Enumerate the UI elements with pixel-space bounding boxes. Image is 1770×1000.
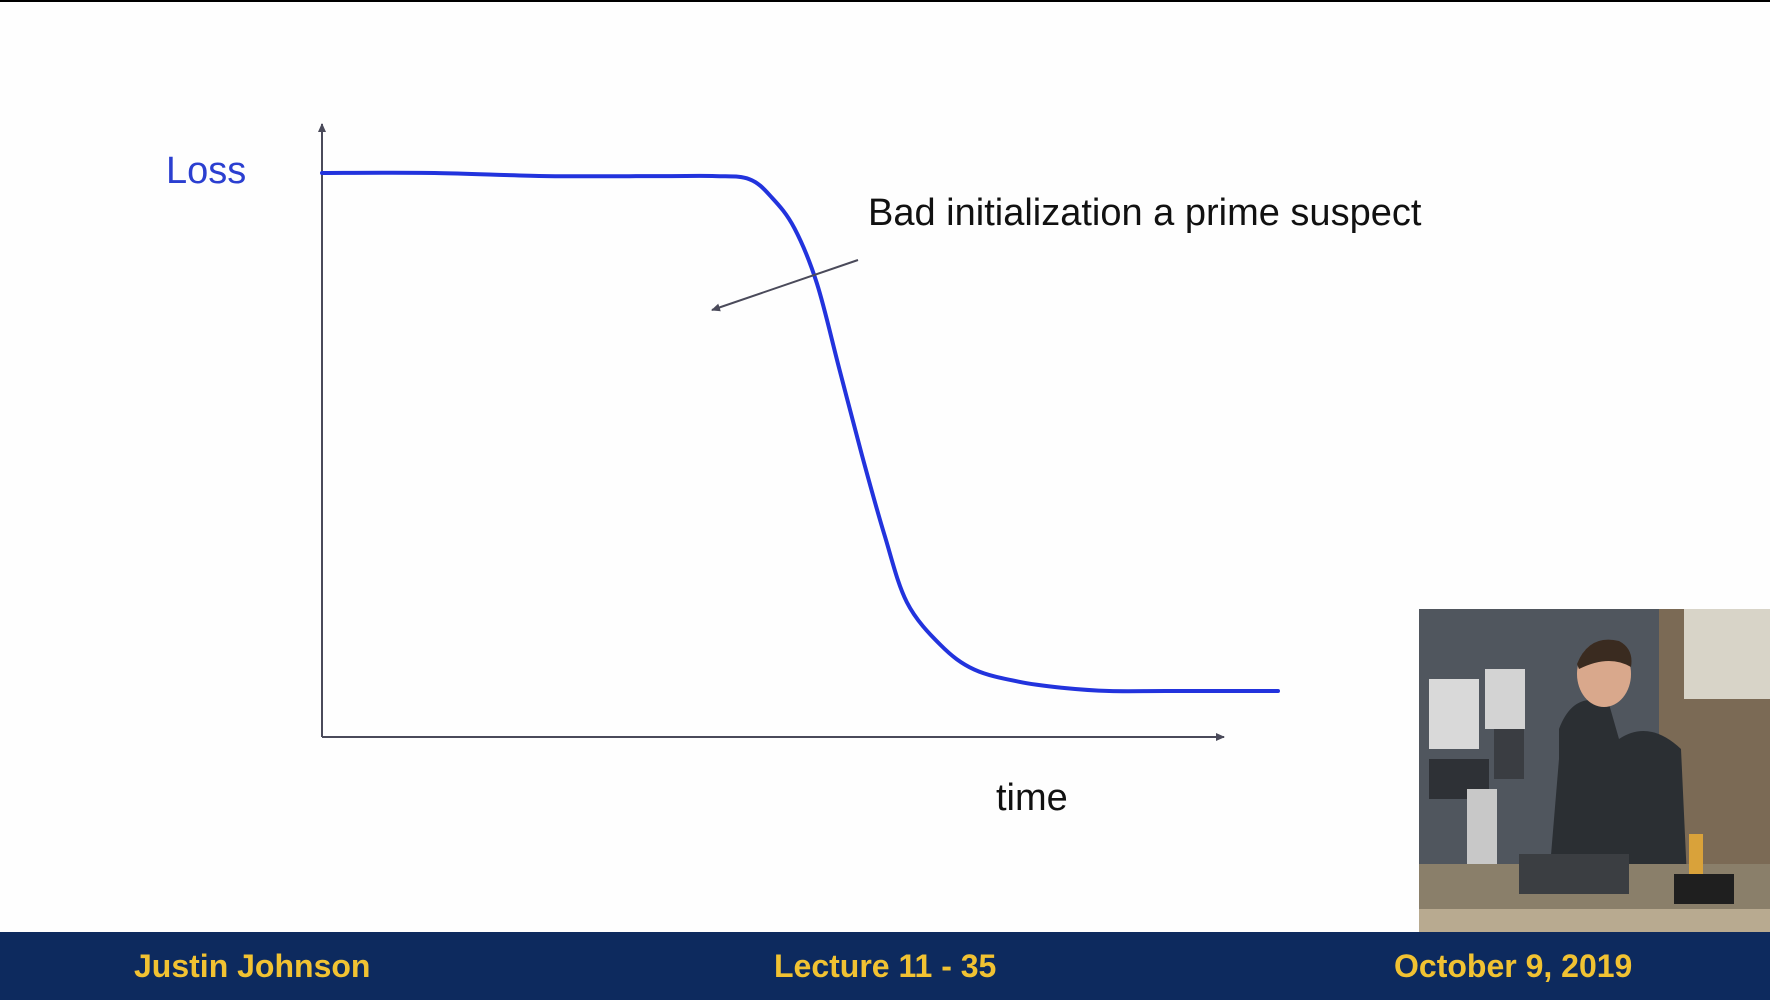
y-axis-label: Loss	[166, 150, 247, 192]
footer-date: October 9, 2019	[1394, 948, 1633, 984]
annotation-text: Bad initialization a prime suspect	[868, 192, 1422, 234]
speaker-video-image	[1419, 609, 1770, 932]
annotation-arrow	[711, 259, 859, 312]
footer-author: Justin Johnson	[134, 948, 371, 984]
speaker-webcam	[1419, 609, 1770, 932]
x-axis-label: time	[996, 777, 1068, 819]
loss-chart	[318, 123, 1280, 741]
footer-lecture: Lecture 11 - 35	[774, 948, 997, 984]
loss-series-line-0	[320, 170, 1280, 694]
slide-footer: Justin Johnson Lecture 11 - 35 October 9…	[0, 932, 1770, 1000]
lecture-slide: Loss time Bad initialization a prime sus…	[0, 2, 1770, 932]
